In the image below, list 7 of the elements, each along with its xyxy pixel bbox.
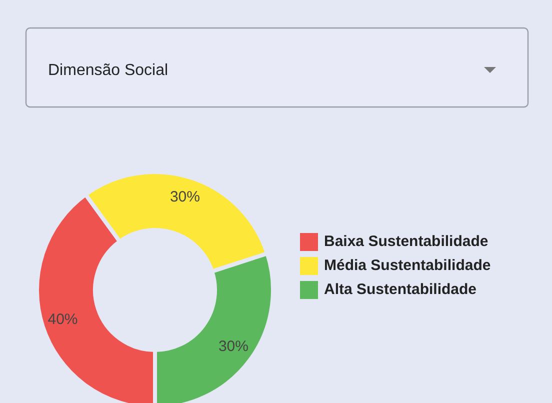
legend-label: Baixa Sustentabilidade <box>324 232 488 250</box>
data-label: 40% <box>48 310 78 328</box>
data-label: 30% <box>218 338 248 355</box>
data-label: 30% <box>170 188 200 206</box>
chart-title: Dimensão Social <box>48 62 168 79</box>
legend-label: Alta Sustentabilidade <box>324 280 477 298</box>
legend-label: Média Sustentabilidade <box>324 256 491 274</box>
